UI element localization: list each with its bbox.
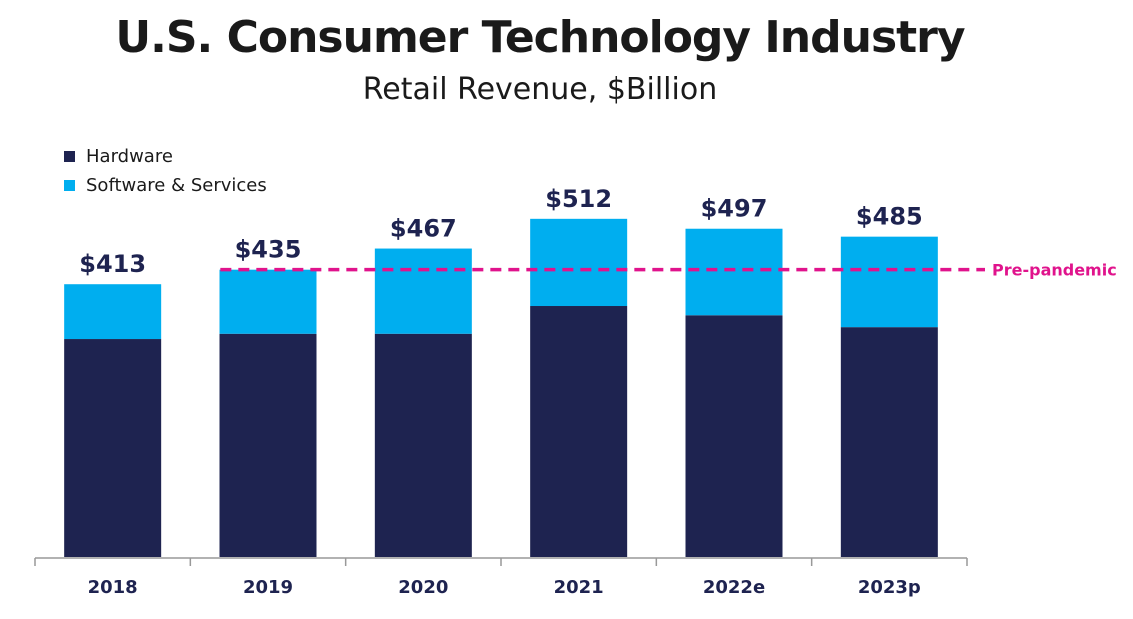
total-labels-group: $413 $435 $467 $512 $497 $485 [79,185,922,278]
total-label-2021: $512 [545,185,612,213]
chart-subtitle: Retail Revenue, $Billion [362,72,718,107]
bar-software-services-2023p [840,236,938,328]
total-label-2023p: $485 [856,203,923,231]
total-label-2018: $413 [79,250,146,278]
x-axis: 2018 2019 2020 2021 2022e 2023p [34,557,968,598]
x-tick-label-2018: 2018 [88,577,138,598]
legend-swatch-software-services [64,180,75,191]
reference-line-group: Pre-pandemic [220,261,1117,280]
x-tick-label-2023p: 2023p [858,577,921,598]
total-label-2019: $435 [235,236,302,264]
legend: Hardware Software & Services [64,146,267,196]
x-tick-label-2019: 2019 [243,577,293,598]
total-label-2020: $467 [390,215,457,243]
bar-software-services-2020 [374,248,472,334]
bar-software-services-2019 [219,269,317,334]
bars-group [64,218,938,557]
legend-label-software-services: Software & Services [86,175,267,196]
bar-hardware-2020 [374,333,472,557]
x-tick-label-2022e: 2022e [703,577,765,598]
bar-software-services-2022e [685,228,783,316]
bar-software-services-2018 [64,284,162,340]
pre-pandemic-label: Pre-pandemic [992,261,1117,280]
legend-label-hardware: Hardware [86,146,173,167]
bar-hardware-2018 [64,339,162,557]
x-tick-label-2020: 2020 [398,577,448,598]
bar-hardware-2021 [530,306,628,557]
legend-swatch-hardware [64,151,75,162]
chart-title: U.S. Consumer Technology Industry [115,12,965,63]
bar-hardware-2022e [685,315,783,557]
bar-hardware-2023p [840,327,938,557]
total-label-2022e: $497 [701,195,768,223]
x-tick-label-2021: 2021 [554,577,604,598]
bar-software-services-2021 [530,218,628,307]
bar-hardware-2019 [219,333,317,557]
